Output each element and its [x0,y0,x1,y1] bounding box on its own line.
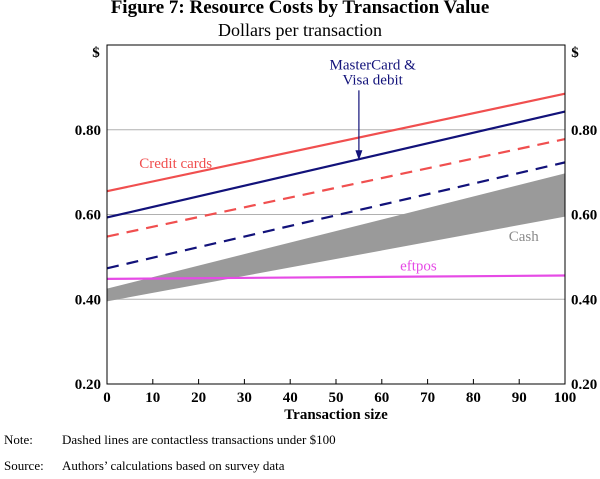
note-label: Note: [4,432,33,447]
source-text: Authors’ calculations based on survey da… [62,458,285,473]
series-line-4 [106,274,566,281]
x-tick-70: 70 [420,390,435,406]
chart-subtitle: Dollars per transaction [218,20,382,40]
y-tick-left-0.80: 0.80 [75,123,101,139]
y-tick-left-0.60: 0.60 [75,208,101,224]
y-tick-right-0.80: 0.80 [571,123,597,139]
series-line-2 [106,110,566,219]
x-tick-20: 20 [191,390,206,406]
series-cash-band [107,173,565,302]
x-axis-label: Transaction size [284,407,388,423]
annotation-0: MasterCard & [330,58,417,74]
series-line-1 [106,137,566,238]
annotation-3: Cash [509,229,540,245]
annotation-4: eftpos [400,258,437,274]
x-tick-60: 60 [374,390,389,406]
x-tick-10: 10 [145,390,160,406]
series-layer [106,92,566,302]
annotation-1: Visa debit [342,72,403,88]
annotation-2: Credit cards [139,156,212,172]
label-layer: MasterCard &Visa debit Credit cards Cash ef… [139,58,539,275]
x-tick-30: 30 [237,390,252,406]
x-tick-40: 40 [283,390,298,406]
y-tick-right-0.20: 0.20 [571,377,597,393]
source-label: Source: [4,458,44,473]
y-tick-left-0.40: 0.40 [75,292,101,308]
y-axis-label-left: $ [92,45,100,61]
x-tick-0: 0 [103,390,111,406]
debit-arrow-head [355,150,363,161]
y-axis-label-right: $ [571,45,579,61]
x-tick-90: 90 [512,390,527,406]
y-tick-left-0.20: 0.20 [75,377,101,393]
y-tick-right-0.60: 0.60 [571,208,597,224]
series-line-3 [106,161,566,270]
y-tick-right-0.40: 0.40 [571,292,597,308]
x-tick-100: 100 [554,390,577,406]
source-row: Source: Authors’ calculations based on su… [4,458,285,474]
x-tick-50: 50 [329,390,344,406]
series-line-0 [106,92,566,193]
x-tick-80: 80 [466,390,481,406]
note-row: Note: Dashed lines are contactless transa… [4,432,336,448]
tick-layer: 0.20 0.20 0.40 0.40 0.60 0.60 0.80 0.80 $ $0 10 20 3… [75,45,598,423]
chart-title: Figure 7: Resource Costs by Transaction … [110,0,490,18]
note-text: Dashed lines are contactless transaction… [62,432,336,447]
